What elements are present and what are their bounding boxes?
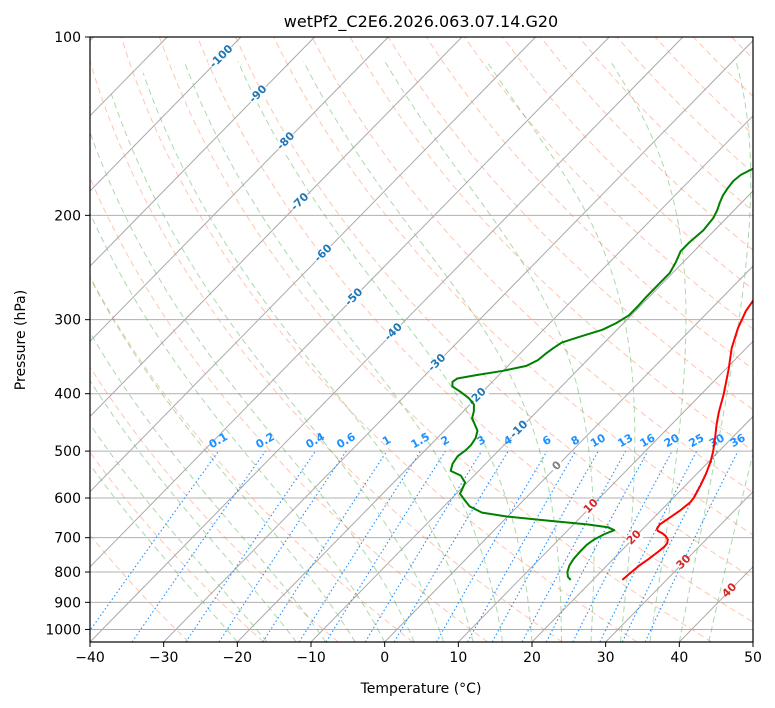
moist-adiabat-line xyxy=(90,211,386,642)
moist-adiabat-line xyxy=(237,61,533,642)
y-tick-label: 100 xyxy=(54,30,81,46)
isotherm-label-bg xyxy=(246,82,270,107)
dry-adiabat-line xyxy=(90,366,339,642)
x-tick-label: −40 xyxy=(75,650,105,666)
x-tick-label: 50 xyxy=(744,650,762,666)
moist-adiabat-line xyxy=(90,331,327,642)
y-tick-label: 300 xyxy=(54,313,81,329)
isotherm-line xyxy=(90,37,242,192)
isotherm-label-bg xyxy=(381,320,406,344)
sounding-profiles xyxy=(449,167,753,581)
y-tick-label: 500 xyxy=(54,444,81,460)
isotherm-line xyxy=(310,190,753,642)
isotherm-line xyxy=(90,37,315,267)
plot-frame xyxy=(89,36,754,643)
moist-adiabat-line xyxy=(142,72,474,642)
mixing-ratio-line xyxy=(467,450,577,642)
moist-adiabat-line xyxy=(90,379,297,642)
moist-adiabat-line xyxy=(610,61,687,642)
moist-adiabat-line xyxy=(111,94,445,642)
moist-adiabat-line xyxy=(90,276,356,642)
y-tick-label: 1000 xyxy=(45,622,81,638)
mixing-ratio-line xyxy=(298,450,422,642)
x-tick-label: 20 xyxy=(523,650,541,666)
x-tick-label: −30 xyxy=(149,650,179,666)
chart-title: wetPf2_C2E6.2026.063.07.14.G20 xyxy=(284,12,558,32)
isotherm-line xyxy=(90,37,610,568)
isotherm-label-bg xyxy=(342,285,366,309)
mixing-ratio-line xyxy=(491,450,599,642)
moist-adiabat-line xyxy=(678,61,752,642)
dry-adiabat-line xyxy=(197,37,753,623)
mixing-ratio-line xyxy=(218,450,347,642)
x-tick-label: 0 xyxy=(380,650,389,666)
isotherm-line xyxy=(384,265,753,642)
y-tick-label: 700 xyxy=(54,531,81,547)
dry-adiabat-line xyxy=(120,37,638,642)
mixing-ratio-line xyxy=(262,450,388,642)
isotherm-label-bg xyxy=(548,457,566,475)
x-tick-label: −10 xyxy=(296,650,326,666)
x-tick-label: 40 xyxy=(670,650,688,666)
isotherm-label-bg xyxy=(582,497,601,516)
isotherm-label-bg xyxy=(207,42,236,71)
temperature-profile-line xyxy=(621,299,753,581)
dry-adiabat-line xyxy=(273,37,753,536)
isotherm-label-bg xyxy=(720,581,739,600)
mixing-ratio-line xyxy=(90,450,220,632)
moist-adiabat-line xyxy=(384,61,595,642)
isotherm-line xyxy=(90,37,463,418)
dry-adiabat-line xyxy=(90,451,264,642)
dry-adiabat-line xyxy=(387,37,753,411)
isotherm-line xyxy=(457,340,753,642)
dry-adiabat-line xyxy=(425,37,753,370)
moist-adiabat-line xyxy=(303,61,562,642)
dewpoint-profile-line xyxy=(449,167,753,581)
dry-adiabat-line xyxy=(90,176,488,642)
x-axis: −40 −30 −20 −10 0 10 20 30 40 50 xyxy=(75,642,762,666)
y-axis: 100 200 300 400 500 600 700 800 900 1000 xyxy=(45,30,90,638)
y-tick-label: 600 xyxy=(54,491,81,507)
isotherm-label-bg xyxy=(274,129,298,153)
moist-adiabat-line xyxy=(90,463,238,642)
mixing-ratio-line xyxy=(364,450,483,642)
isotherm-label-bg xyxy=(507,417,531,442)
isotherm-label-bg xyxy=(425,351,449,375)
moist-adiabat-line xyxy=(90,423,268,642)
y-tick-label: 900 xyxy=(54,595,81,611)
y-tick-label: 400 xyxy=(54,387,81,403)
moist-adiabat-line xyxy=(183,61,503,642)
isotherm-line xyxy=(163,39,753,642)
dry-adiabat-line xyxy=(235,37,753,579)
moist-adiabat-line xyxy=(90,130,415,642)
y-axis-label: Pressure (hPa) xyxy=(13,290,29,390)
isotherm-label-bg xyxy=(674,553,694,572)
x-tick-label: 10 xyxy=(449,650,467,666)
x-axis-label: Temperature (°C) xyxy=(360,681,482,697)
mixing-ratio-line xyxy=(131,450,266,642)
y-tick-label: 200 xyxy=(54,208,81,224)
mixing-ratio-line xyxy=(599,450,698,642)
isotherm-label-bg xyxy=(311,241,336,266)
isotherm-line xyxy=(236,115,753,642)
isotherm-line xyxy=(605,490,753,642)
moist-adiabat-line xyxy=(708,451,753,642)
mixing-ratio-line xyxy=(185,450,316,642)
y-tick-label: 800 xyxy=(54,565,81,581)
mixing-ratio-line xyxy=(521,450,627,642)
dry-adiabat-line xyxy=(90,59,563,642)
x-tick-label: −20 xyxy=(223,650,253,666)
moist-adiabat-line xyxy=(486,61,636,642)
isotherm-label-bg xyxy=(288,190,312,214)
dry-adiabat-line xyxy=(349,37,753,452)
dry-adiabat-line xyxy=(311,37,753,493)
isotherm-label-bg xyxy=(625,528,644,547)
x-tick-label: 30 xyxy=(597,650,615,666)
isotherm-line xyxy=(90,37,536,493)
background-lines xyxy=(90,37,753,642)
mixing-ratio-line xyxy=(545,450,649,642)
